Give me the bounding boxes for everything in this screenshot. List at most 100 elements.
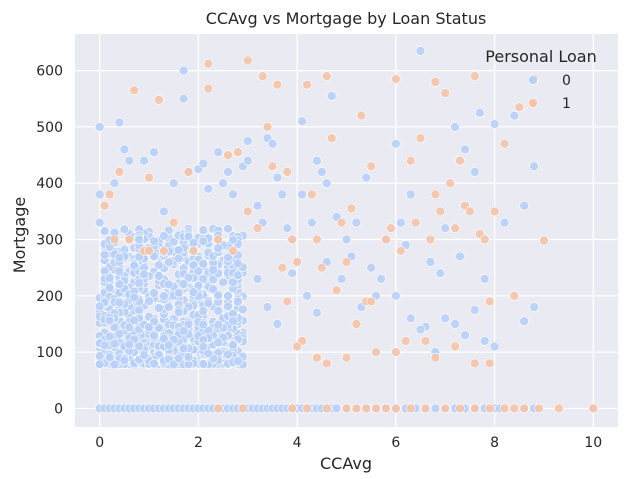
data-point-series-1	[371, 403, 381, 414]
data-point-series-0	[114, 252, 125, 263]
data-point-series-0	[252, 274, 263, 284]
data-point-series-0	[173, 287, 184, 298]
data-point-series-0	[139, 350, 149, 361]
data-point-series-1	[514, 102, 525, 112]
data-point-series-0	[450, 319, 460, 329]
data-point-series-1	[346, 203, 357, 214]
data-point-series-1	[366, 161, 377, 172]
data-point-series-1	[287, 403, 298, 414]
data-point-series-0	[213, 290, 223, 301]
data-point-series-0	[94, 217, 105, 228]
data-point-series-1	[302, 403, 312, 414]
x-tick-label: 2	[194, 435, 203, 451]
data-point-series-1	[312, 352, 322, 363]
data-point-series-1	[326, 133, 337, 143]
data-point-series-0	[173, 353, 184, 364]
data-point-series-1	[509, 290, 520, 301]
data-point-series-0	[99, 250, 110, 260]
x-tick-label: 4	[293, 435, 302, 451]
data-point-series-1	[188, 246, 199, 256]
data-point-series-0	[114, 279, 125, 290]
data-point-series-0	[178, 279, 189, 289]
data-point-series-1	[243, 206, 253, 217]
data-point-series-0	[168, 236, 179, 247]
data-point-series-1	[233, 147, 243, 157]
data-point-series-1	[395, 246, 406, 256]
legend-marker-1	[528, 98, 538, 108]
data-point-series-0	[124, 339, 135, 350]
data-point-series-0	[203, 348, 214, 359]
data-point-series-0	[529, 302, 539, 312]
data-point-series-0	[178, 326, 189, 336]
data-point-series-0	[267, 139, 278, 149]
data-point-series-0	[509, 110, 520, 121]
data-point-series-0	[129, 260, 139, 271]
data-point-series-0	[321, 178, 332, 188]
y-tick-label: 200	[36, 289, 63, 305]
data-point-series-0	[159, 333, 169, 344]
data-point-series-1	[430, 77, 441, 87]
data-point-series-1	[129, 85, 139, 96]
data-point-series-0	[139, 155, 149, 166]
data-point-series-1	[331, 285, 342, 296]
data-point-series-1	[114, 167, 125, 177]
data-point-series-1	[312, 234, 322, 245]
data-point-series-0	[425, 257, 436, 267]
data-point-series-1	[282, 296, 293, 307]
data-point-series-0	[213, 337, 223, 348]
data-point-series-1	[469, 358, 480, 369]
data-point-series-1	[203, 83, 214, 94]
data-point-series-1	[316, 262, 327, 273]
data-point-series-0	[336, 274, 347, 284]
data-point-series-1	[277, 262, 288, 273]
data-point-series-1	[534, 403, 544, 414]
data-point-series-0	[228, 235, 238, 245]
data-point-series-0	[228, 277, 238, 288]
data-point-series-1	[144, 246, 154, 256]
data-point-series-0	[149, 330, 159, 341]
data-point-series-1	[553, 403, 564, 414]
legend-label-0: 0	[562, 73, 571, 89]
data-point-series-0	[183, 352, 194, 362]
data-point-series-0	[178, 93, 189, 104]
data-point-series-0	[489, 341, 500, 352]
data-point-series-0	[154, 271, 164, 281]
data-point-series-0	[233, 296, 243, 307]
data-point-series-0	[415, 324, 426, 335]
data-point-series-0	[460, 330, 470, 341]
data-point-series-0	[213, 243, 223, 253]
data-point-series-0	[351, 217, 362, 228]
data-point-series-0	[218, 277, 228, 288]
data-point-series-0	[173, 307, 184, 318]
data-point-series-0	[193, 266, 204, 277]
data-point-series-1	[484, 403, 495, 414]
data-point-series-1	[435, 206, 446, 217]
data-point-series-0	[114, 297, 125, 308]
data-point-series-0	[129, 292, 139, 303]
data-point-series-1	[445, 178, 456, 188]
data-point-series-0	[134, 305, 144, 316]
data-point-series-0	[119, 224, 130, 235]
data-point-series-0	[297, 189, 307, 200]
data-point-series-1	[405, 403, 416, 414]
data-point-series-1	[484, 358, 495, 369]
data-point-series-1	[455, 155, 465, 166]
data-point-series-0	[109, 178, 120, 188]
data-point-series-0	[238, 304, 248, 315]
data-point-series-0	[479, 336, 490, 346]
data-point-series-1	[124, 234, 135, 245]
legend-label-1: 1	[562, 96, 571, 112]
data-point-series-1	[479, 234, 490, 245]
data-point-series-0	[114, 117, 125, 128]
data-point-series-0	[149, 147, 159, 157]
data-point-series-0	[109, 359, 120, 370]
y-tick-label: 100	[36, 345, 63, 361]
data-point-series-1	[282, 167, 293, 177]
data-point-series-0	[104, 283, 115, 293]
data-point-series-0	[164, 279, 174, 290]
data-point-series-0	[415, 46, 426, 56]
data-point-series-0	[164, 257, 174, 268]
data-point-series-0	[193, 280, 204, 291]
data-point-series-1	[336, 217, 347, 228]
data-point-series-0	[455, 251, 465, 262]
